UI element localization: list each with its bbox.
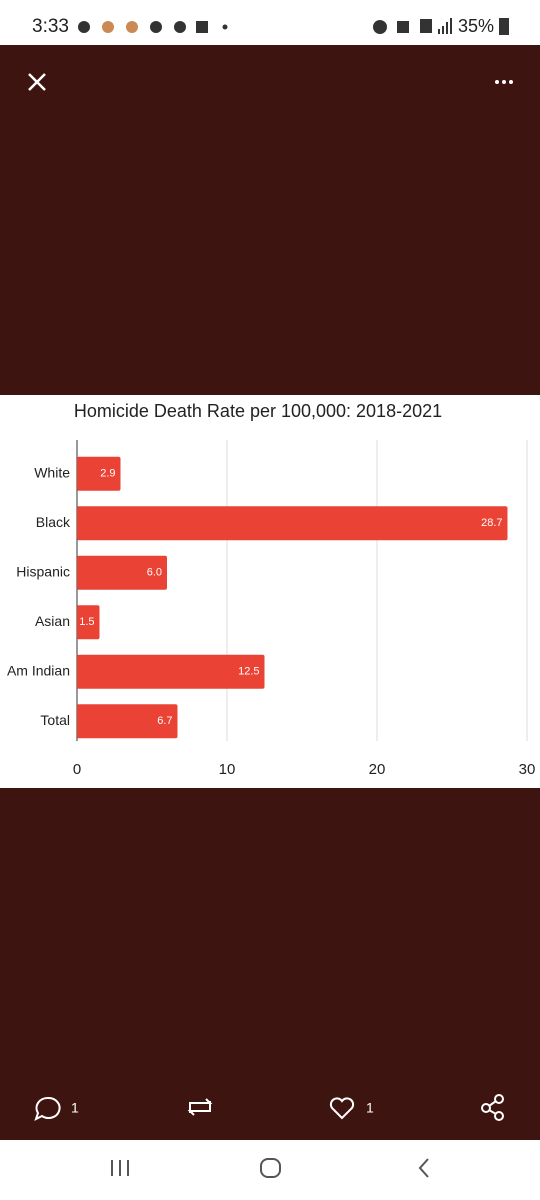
value-label: 1.5 bbox=[79, 616, 94, 628]
bar bbox=[77, 506, 508, 541]
y-tick-label: Am Indian bbox=[7, 662, 70, 678]
value-label: 28.7 bbox=[481, 517, 502, 529]
back-button[interactable] bbox=[418, 1158, 429, 1178]
bar bbox=[77, 704, 178, 739]
share-button[interactable] bbox=[481, 1094, 504, 1121]
retweet-button[interactable] bbox=[187, 1098, 213, 1116]
status-icons bbox=[78, 18, 509, 35]
bar bbox=[77, 555, 167, 590]
value-label: 6.0 bbox=[147, 567, 162, 579]
x-tick-label: 20 bbox=[369, 761, 386, 778]
home-button[interactable] bbox=[260, 1158, 281, 1178]
action-bar bbox=[34, 1094, 504, 1121]
clock: 3:33 bbox=[32, 16, 69, 37]
y-tick-label: Asian bbox=[35, 613, 70, 629]
x-tick-label: 0 bbox=[73, 761, 81, 778]
y-tick-label: Black bbox=[36, 514, 71, 530]
close-button[interactable] bbox=[28, 73, 46, 91]
x-tick-label: 10 bbox=[219, 761, 236, 778]
like-button[interactable] bbox=[329, 1097, 355, 1120]
y-tick-label: Hispanic bbox=[16, 563, 70, 579]
more-button[interactable] bbox=[495, 80, 513, 84]
y-tick-label: Total bbox=[40, 712, 70, 728]
battery-level: 35% bbox=[458, 16, 494, 36]
x-tick-label: 30 bbox=[519, 761, 536, 778]
reply-button[interactable] bbox=[34, 1096, 61, 1121]
like-count: 1 bbox=[366, 1100, 374, 1116]
bar bbox=[77, 654, 265, 689]
y-tick-label: White bbox=[34, 464, 70, 480]
bar bbox=[77, 456, 121, 491]
value-label: 6.7 bbox=[157, 715, 172, 727]
recents-button[interactable] bbox=[111, 1160, 129, 1176]
chart-title: Homicide Death Rate per 100,000: 2018-20… bbox=[74, 401, 442, 421]
chart: Homicide Death Rate per 100,000: 2018-20… bbox=[7, 401, 535, 778]
reply-count: 1 bbox=[71, 1100, 79, 1116]
value-label: 12.5 bbox=[238, 666, 259, 678]
value-label: 2.9 bbox=[100, 468, 115, 480]
nav-bar bbox=[0, 1140, 540, 1200]
bar bbox=[77, 605, 100, 640]
